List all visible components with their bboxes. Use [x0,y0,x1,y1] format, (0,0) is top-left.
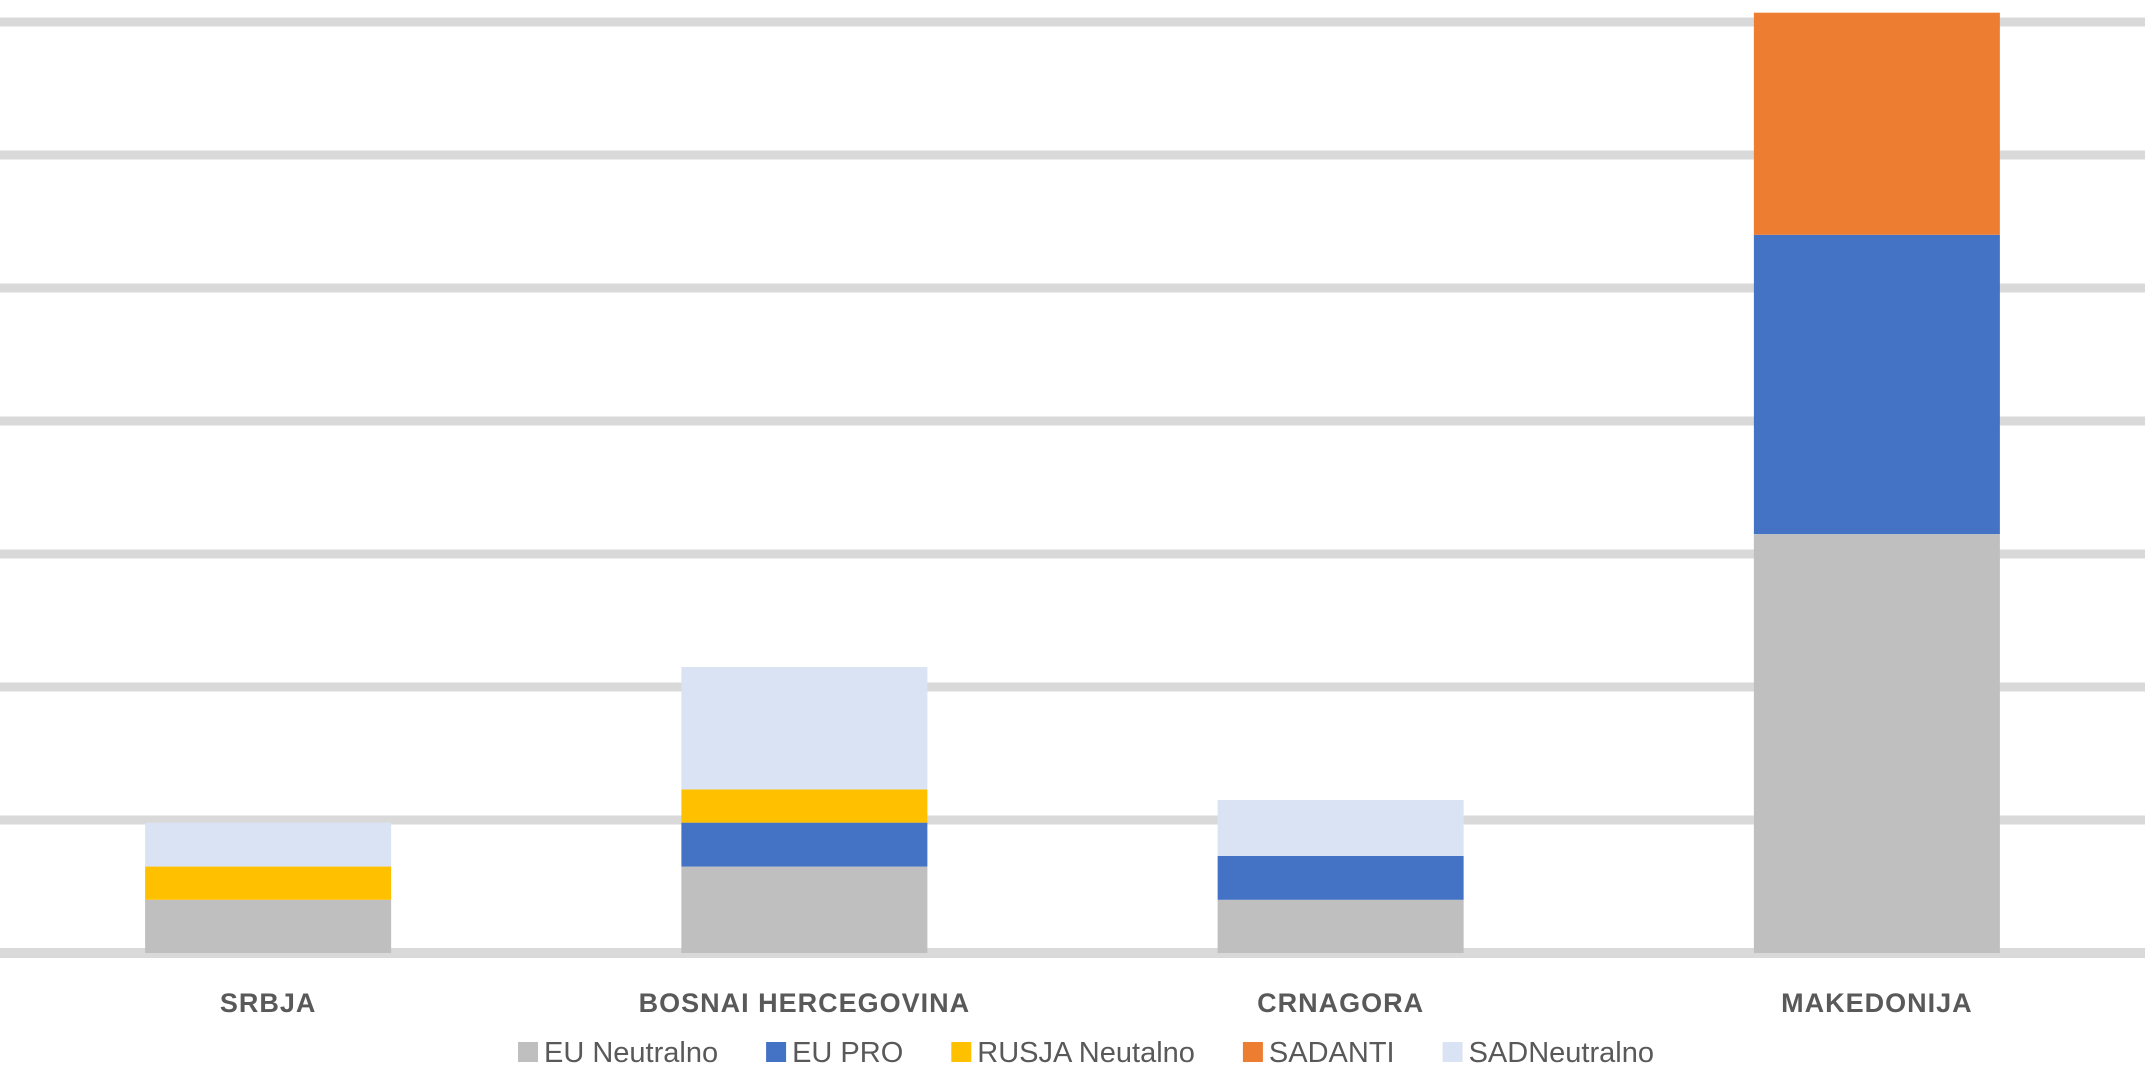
legend-swatch [1242,1042,1263,1062]
bar-segment [1753,534,2000,953]
bar-segment [145,866,392,900]
x-tick-label: SRBJA [220,988,317,1018]
x-tick-label: MAKEDONIJA [1781,988,1973,1018]
bar-segment [1217,855,1464,900]
gridlines [0,17,2145,958]
x-tick-label: BOSNAI HERCEGOVINA [639,988,971,1018]
bar-segment [1217,800,1464,856]
legend-label: RUSJA Neutalno [977,1037,1195,1069]
legend-swatch [951,1042,972,1062]
bar-segment [681,822,928,867]
bar-segment [1753,234,2000,535]
bar-segment [681,667,928,790]
bar-segment [145,822,392,867]
bar-segment [681,789,928,823]
legend-label: EU Neutralno [544,1037,718,1069]
legend-label: EU PRO [792,1037,903,1069]
legend: EU Neutralno EU PRO RUSJA Neutalno SADANTI S… [518,1037,1654,1069]
legend-swatch [766,1042,787,1062]
bar-segment [1753,12,2000,235]
x-tick-label: CRNAGORA [1257,988,1424,1018]
legend-swatch [1442,1042,1463,1062]
bar-segment [1217,899,1464,953]
bars [145,12,2000,953]
bar-segment [145,899,392,953]
bar-segment [681,866,928,953]
legend-swatch [518,1042,538,1062]
legend-label: SADANTI [1269,1037,1395,1069]
x-axis-labels: SRBJA BOSNAI HERCEGOVINA CRNAGORA MAKEDONIJ… [220,988,1973,1018]
legend-label: SADNeutralno [1469,1037,1654,1069]
